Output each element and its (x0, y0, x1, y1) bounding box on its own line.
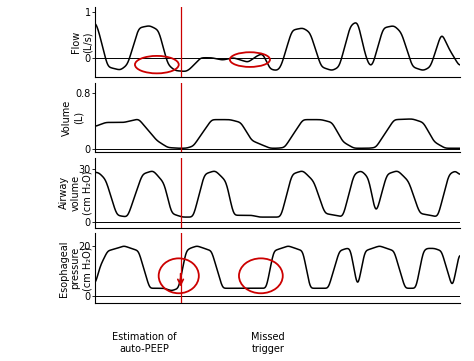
Y-axis label: Esophageal
pressure
(cm H₂O): Esophageal pressure (cm H₂O) (59, 240, 92, 297)
Text: Estimation of
auto-PEEP: Estimation of auto-PEEP (112, 332, 177, 354)
Y-axis label: Airway
volume
(cm H₂O): Airway volume (cm H₂O) (59, 171, 92, 215)
Text: Missed
trigger: Missed trigger (251, 332, 284, 354)
Y-axis label: Flow
(L/s): Flow (L/s) (71, 31, 92, 53)
Y-axis label: Volume
(L): Volume (L) (62, 99, 83, 136)
